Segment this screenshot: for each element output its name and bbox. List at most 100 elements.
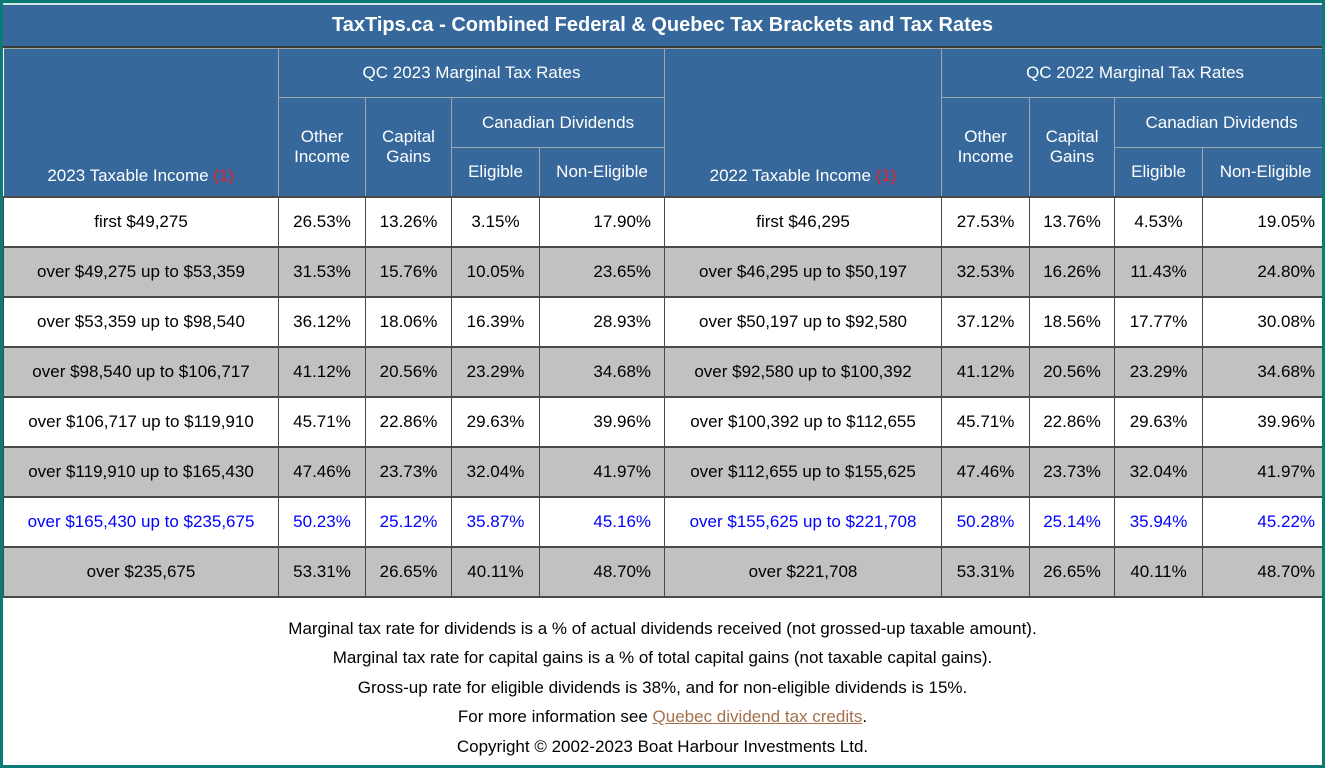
other-income-header-2023: Other Income: [278, 97, 366, 197]
non-eligible-cell: 23.65%: [538, 245, 666, 298]
non-eligible-header-2022: Non-Eligible: [1202, 147, 1322, 197]
income-2023-column-header: 2023 Taxable Income (1): [3, 48, 279, 197]
non-eligible-cell: 34.68%: [538, 345, 666, 398]
income-cell: first $46,295: [664, 195, 943, 248]
table-row: over $106,717 up to $119,910 45.71% 22.86%…: [3, 395, 1322, 448]
non-eligible-cell: 41.97%: [538, 445, 666, 498]
eligible-cell: 11.43%: [1114, 245, 1204, 298]
capital-gains-header-2023: Capital Gains: [365, 97, 452, 197]
eligible-cell: 29.63%: [1114, 395, 1204, 448]
eligible-cell: 23.29%: [1114, 345, 1204, 398]
table-row: over $53,359 up to $98,540 36.12% 18.06% 16…: [3, 295, 1322, 348]
table-row: over $235,675 53.31% 26.65% 40.11% 48.70% ove…: [3, 545, 1322, 598]
other-income-cell: 41.12%: [941, 345, 1031, 398]
capital-gains-cell: 23.73%: [365, 445, 452, 498]
eligible-header-2022: Eligible: [1114, 147, 1204, 197]
other-income-cell: 53.31%: [278, 545, 366, 598]
income-cell: over $112,655 up to $155,625: [664, 445, 943, 498]
canadian-dividends-header-2022: Canadian Dividends: [1114, 97, 1322, 148]
income-cell: over $155,625 up to $221,708: [664, 495, 943, 548]
income-cell: over $106,717 up to $119,910: [3, 395, 279, 448]
income-2023-header-label: 2023 Taxable Income: [47, 165, 209, 185]
income-cell: over $221,708: [664, 545, 943, 598]
other-income-cell: 36.12%: [278, 295, 366, 348]
eligible-cell: 35.87%: [451, 495, 540, 548]
eligible-cell: 32.04%: [451, 445, 540, 498]
eligible-cell: 10.05%: [451, 245, 540, 298]
capital-gains-cell: 13.76%: [1029, 195, 1116, 248]
note-more-info: For more information see Quebec dividend…: [3, 702, 1322, 732]
other-income-cell: 41.12%: [278, 345, 366, 398]
other-income-cell: 27.53%: [941, 195, 1031, 248]
footnote-marker-2022: (1): [875, 165, 897, 185]
qc-2022-rates-header: QC 2022 Marginal Tax Rates: [941, 48, 1322, 98]
table-row: first $49,275 26.53% 13.26% 3.15% 17.90% firs…: [3, 195, 1322, 248]
income-2022-header-label: 2022 Taxable Income: [709, 165, 871, 185]
other-income-cell: 50.28%: [941, 495, 1031, 548]
capital-gains-cell: 13.26%: [365, 195, 452, 248]
income-cell: over $92,580 up to $100,392: [664, 345, 943, 398]
non-eligible-cell: 34.68%: [1202, 345, 1322, 398]
non-eligible-header-2023: Non-Eligible: [538, 147, 666, 197]
capital-gains-cell: 25.12%: [365, 495, 452, 548]
capital-gains-cell: 15.76%: [365, 245, 452, 298]
non-eligible-cell: 48.70%: [1202, 545, 1322, 598]
other-income-cell: 53.31%: [941, 545, 1031, 598]
non-eligible-cell: 17.90%: [538, 195, 666, 248]
other-income-cell: 26.53%: [278, 195, 366, 248]
note-capital-gains: Marginal tax rate for capital gains is a…: [332, 648, 993, 667]
other-income-cell: 32.53%: [941, 245, 1031, 298]
eligible-cell: 23.29%: [451, 345, 540, 398]
income-cell: over $100,392 up to $112,655: [664, 395, 943, 448]
quebec-dividend-tax-credits-link[interactable]: Quebec dividend tax credits: [652, 707, 863, 726]
tax-table-body: first $49,275 26.53% 13.26% 3.15% 17.90% firs…: [3, 195, 1322, 598]
more-info-suffix: .: [862, 707, 868, 726]
capital-gains-cell: 26.65%: [1029, 545, 1116, 598]
income-cell: over $235,675: [3, 545, 279, 598]
other-income-cell: 47.46%: [278, 445, 366, 498]
capital-gains-cell: 23.73%: [1029, 445, 1116, 498]
capital-gains-cell: 25.14%: [1029, 495, 1116, 548]
table-row: over $119,910 up to $165,430 47.46% 23.73%…: [3, 445, 1322, 498]
capital-gains-cell: 20.56%: [365, 345, 452, 398]
non-eligible-cell: 41.97%: [1202, 445, 1322, 498]
copyright-line: Copyright © 2002-2023 Boat Harbour Inves…: [456, 736, 869, 756]
capital-gains-cell: 18.56%: [1029, 295, 1116, 348]
capital-gains-cell: 20.56%: [1029, 345, 1116, 398]
income-cell: first $49,275: [3, 195, 279, 248]
note-dividends: Marginal tax rate for dividends is a % o…: [288, 618, 1037, 638]
eligible-cell: 16.39%: [451, 295, 540, 348]
other-income-cell: 50.23%: [278, 495, 366, 548]
qc-2023-rates-header: QC 2023 Marginal Tax Rates: [277, 48, 666, 98]
non-eligible-cell: 39.96%: [1202, 395, 1322, 448]
capital-gains-cell: 22.86%: [1029, 395, 1116, 448]
table-row: over $165,430 up to $235,675 50.23% 25.12%…: [3, 495, 1322, 548]
eligible-cell: 3.15%: [451, 195, 540, 248]
non-eligible-cell: 30.08%: [1202, 295, 1322, 348]
income-cell: over $165,430 up to $235,675: [3, 495, 279, 548]
capital-gains-cell: 22.86%: [365, 395, 452, 448]
other-income-cell: 47.46%: [941, 445, 1031, 498]
non-eligible-cell: 19.05%: [1202, 195, 1322, 248]
footer-notes: Marginal tax rate for dividends is a % o…: [3, 598, 1322, 766]
non-eligible-cell: 48.70%: [538, 545, 666, 598]
capital-gains-header-2022: Capital Gains: [1029, 97, 1116, 197]
other-income-cell: 31.53%: [278, 245, 366, 298]
eligible-cell: 32.04%: [1114, 445, 1204, 498]
non-eligible-cell: 45.22%: [1202, 495, 1322, 548]
eligible-cell: 29.63%: [451, 395, 540, 448]
more-info-prefix: For more information see: [457, 707, 653, 726]
eligible-cell: 4.53%: [1114, 195, 1204, 248]
capital-gains-cell: 26.65%: [365, 545, 452, 598]
non-eligible-cell: 28.93%: [538, 295, 666, 348]
capital-gains-cell: 16.26%: [1029, 245, 1116, 298]
income-cell: over $98,540 up to $106,717: [3, 345, 279, 398]
note-gross-up: Gross-up rate for eligible dividends is …: [357, 677, 968, 697]
eligible-cell: 40.11%: [1114, 545, 1204, 598]
income-cell: over $53,359 up to $98,540: [3, 295, 279, 348]
eligible-cell: 35.94%: [1114, 495, 1204, 548]
other-income-cell: 45.71%: [941, 395, 1031, 448]
eligible-cell: 17.77%: [1114, 295, 1204, 348]
eligible-cell: 40.11%: [451, 545, 540, 598]
